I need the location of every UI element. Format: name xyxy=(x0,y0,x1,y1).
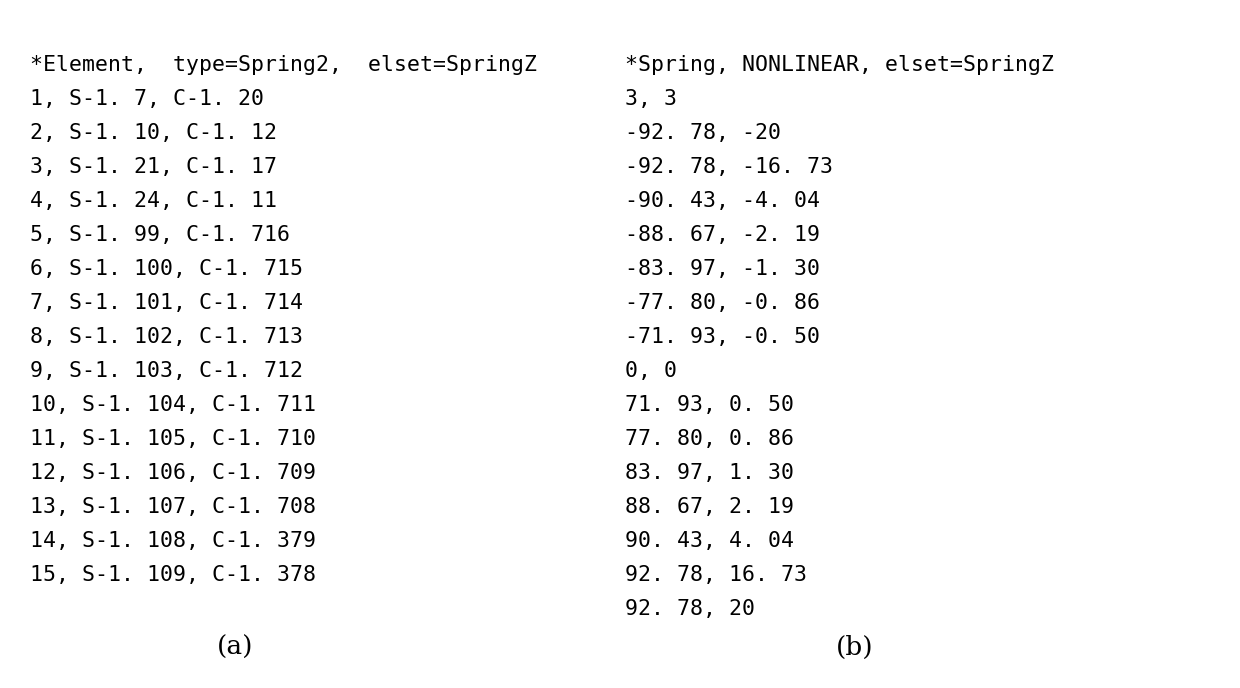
Text: 5, S-1. 99, C-1. 716: 5, S-1. 99, C-1. 716 xyxy=(30,225,290,245)
Text: 8, S-1. 102, C-1. 713: 8, S-1. 102, C-1. 713 xyxy=(30,327,303,347)
Text: 9, S-1. 103, C-1. 712: 9, S-1. 103, C-1. 712 xyxy=(30,361,303,381)
Text: (a): (a) xyxy=(217,635,253,660)
Text: (b): (b) xyxy=(836,635,874,660)
Text: 92. 78, 16. 73: 92. 78, 16. 73 xyxy=(625,565,807,585)
Text: 2, S-1. 10, C-1. 12: 2, S-1. 10, C-1. 12 xyxy=(30,123,277,143)
Text: 90. 43, 4. 04: 90. 43, 4. 04 xyxy=(625,531,794,551)
Text: 77. 80, 0. 86: 77. 80, 0. 86 xyxy=(625,429,794,449)
Text: 14, S-1. 108, C-1. 379: 14, S-1. 108, C-1. 379 xyxy=(30,531,316,551)
Text: 3, S-1. 21, C-1. 17: 3, S-1. 21, C-1. 17 xyxy=(30,157,277,177)
Text: 7, S-1. 101, C-1. 714: 7, S-1. 101, C-1. 714 xyxy=(30,293,303,313)
Text: 4, S-1. 24, C-1. 11: 4, S-1. 24, C-1. 11 xyxy=(30,191,277,211)
Text: 10, S-1. 104, C-1. 711: 10, S-1. 104, C-1. 711 xyxy=(30,395,316,415)
Text: 15, S-1. 109, C-1. 378: 15, S-1. 109, C-1. 378 xyxy=(30,565,316,585)
Text: -77. 80, -0. 86: -77. 80, -0. 86 xyxy=(625,293,820,313)
Text: 12, S-1. 106, C-1. 709: 12, S-1. 106, C-1. 709 xyxy=(30,463,316,483)
Text: 13, S-1. 107, C-1. 708: 13, S-1. 107, C-1. 708 xyxy=(30,497,316,517)
Text: 92. 78, 20: 92. 78, 20 xyxy=(625,599,755,619)
Text: *Spring, NONLINEAR, elset=SpringZ: *Spring, NONLINEAR, elset=SpringZ xyxy=(625,55,1054,75)
Text: -90. 43, -4. 04: -90. 43, -4. 04 xyxy=(625,191,820,211)
Text: 11, S-1. 105, C-1. 710: 11, S-1. 105, C-1. 710 xyxy=(30,429,316,449)
Text: 83. 97, 1. 30: 83. 97, 1. 30 xyxy=(625,463,794,483)
Text: -92. 78, -16. 73: -92. 78, -16. 73 xyxy=(625,157,833,177)
Text: -88. 67, -2. 19: -88. 67, -2. 19 xyxy=(625,225,820,245)
Text: 6, S-1. 100, C-1. 715: 6, S-1. 100, C-1. 715 xyxy=(30,259,303,279)
Text: -71. 93, -0. 50: -71. 93, -0. 50 xyxy=(625,327,820,347)
Text: -92. 78, -20: -92. 78, -20 xyxy=(625,123,781,143)
Text: -83. 97, -1. 30: -83. 97, -1. 30 xyxy=(625,259,820,279)
Text: 0, 0: 0, 0 xyxy=(625,361,677,381)
Text: *Element,  type=Spring2,  elset=SpringZ: *Element, type=Spring2, elset=SpringZ xyxy=(30,55,537,75)
Text: 71. 93, 0. 50: 71. 93, 0. 50 xyxy=(625,395,794,415)
Text: 1, S-1. 7, C-1. 20: 1, S-1. 7, C-1. 20 xyxy=(30,89,264,109)
Text: 3, 3: 3, 3 xyxy=(625,89,677,109)
Text: 88. 67, 2. 19: 88. 67, 2. 19 xyxy=(625,497,794,517)
